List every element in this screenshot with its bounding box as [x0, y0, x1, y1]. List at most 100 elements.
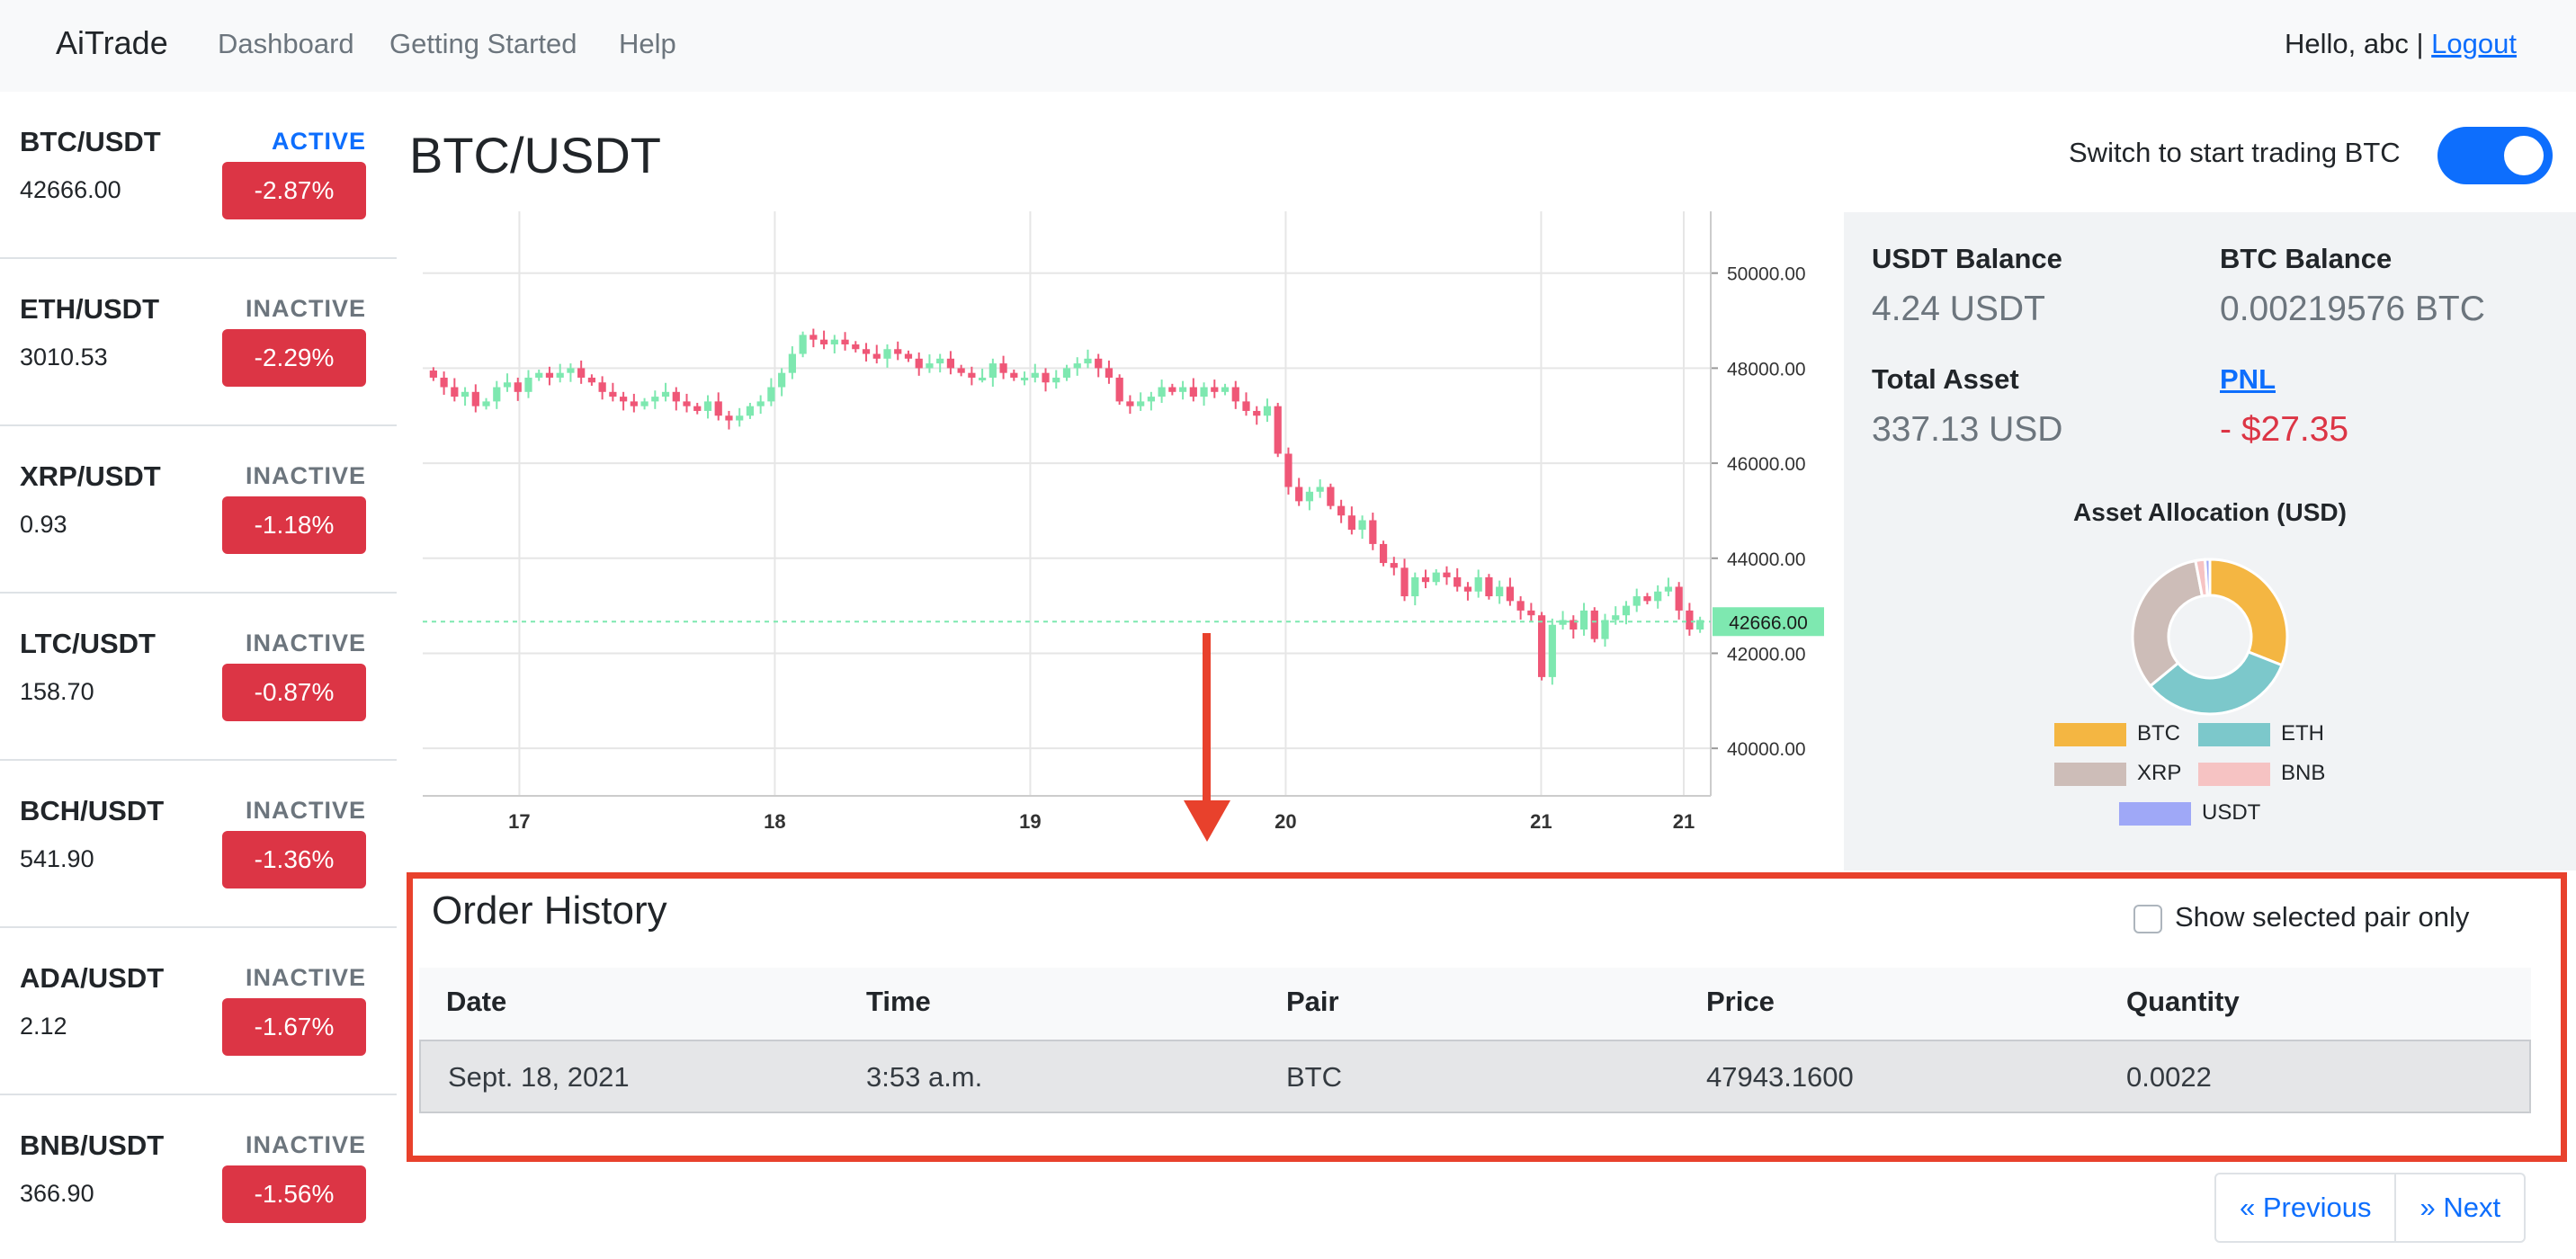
candle	[1358, 520, 1366, 531]
candle	[1337, 505, 1346, 516]
legend-xrp[interactable]: XRP	[2054, 761, 2181, 786]
pair-item-xrp[interactable]: XRP/USDT 0.93 INACTIVE -1.18%	[0, 426, 397, 594]
legend-btc[interactable]: BTC	[2054, 721, 2180, 746]
candle	[1601, 620, 1609, 639]
legend-swatch	[2198, 722, 2270, 746]
pair-status: ACTIVE	[271, 128, 366, 155]
pair-name: ADA/USDT	[20, 962, 165, 994]
candle	[1622, 605, 1631, 616]
x-tick-label: 20	[1275, 810, 1296, 833]
candle	[936, 358, 944, 364]
pair-status: INACTIVE	[245, 630, 366, 656]
pair-change-badge: -1.36%	[222, 831, 366, 888]
pair-item-ada[interactable]: ADA/USDT 2.12 INACTIVE -1.67%	[0, 928, 397, 1095]
allocation-donut-chart	[2131, 558, 2289, 716]
donut-slice-eth[interactable]	[2148, 649, 2284, 716]
candle	[1474, 576, 1482, 592]
pair-price: 42666.00	[20, 176, 121, 203]
donut-slice-btc[interactable]	[2208, 558, 2289, 667]
nav-help[interactable]: Help	[619, 28, 676, 59]
candle	[1168, 387, 1176, 392]
candle	[1178, 387, 1187, 392]
candlestick-chart-svg[interactable]: 50000.00 48000.00 46000.00 44000.00 42000.00…	[423, 211, 1826, 841]
candle	[767, 387, 775, 402]
pair-item-bnb[interactable]: BNB/USDT 366.90 INACTIVE -1.56%	[0, 1095, 397, 1259]
candle	[1537, 615, 1546, 677]
total-asset-value: 337.13 USD	[1872, 410, 2063, 449]
candle	[1506, 586, 1514, 602]
pair-change-badge: -1.67%	[222, 998, 366, 1056]
legend-label: USDT	[2202, 800, 2261, 825]
pagination: « Previous » Next	[2214, 1173, 2527, 1243]
brand-logo[interactable]: AiTrade	[56, 24, 168, 61]
candle	[1095, 358, 1103, 369]
price-chart[interactable]: 50000.00 48000.00 46000.00 44000.00 42000.00…	[423, 211, 1826, 841]
candle	[1084, 358, 1092, 364]
candle	[1042, 372, 1050, 383]
order-table-header: Date Time Pair Price Quantity	[419, 968, 2531, 1040]
next-page-button[interactable]: » Next	[2394, 1174, 2524, 1241]
table-row[interactable]: Sept. 18, 2021 3:53 a.m. BTC 47943.1600 …	[419, 1040, 2531, 1113]
greeting-text: Hello, abc |	[2285, 28, 2424, 59]
logout-link[interactable]: Logout	[2431, 28, 2517, 59]
legend-bnb[interactable]: BNB	[2198, 761, 2325, 786]
candle	[1295, 487, 1303, 502]
candle	[830, 339, 838, 344]
candle	[429, 371, 437, 378]
pair-item-btc[interactable]: BTC/USDT 42666.00 ACTIVE -2.87%	[0, 92, 397, 259]
candle	[968, 372, 976, 378]
candle	[1421, 576, 1430, 583]
trading-toggle-switch[interactable]	[2437, 127, 2553, 184]
cell-time: 3:53 a.m.	[866, 1061, 983, 1093]
candle	[587, 377, 596, 383]
candle	[852, 344, 860, 350]
legend-usdt[interactable]: USDT	[2119, 800, 2260, 826]
pair-name: ETH/USDT	[20, 293, 159, 325]
balance-panel: USDT Balance 4.24 USDT BTC Balance 0.002…	[1844, 212, 2576, 871]
nav-dashboard[interactable]: Dashboard	[218, 28, 354, 59]
candle	[1590, 610, 1598, 639]
candle	[1400, 567, 1409, 597]
candle	[1559, 620, 1567, 625]
filter-checkbox[interactable]	[2133, 904, 2162, 933]
x-tick-label: 19	[1019, 810, 1041, 833]
pair-change-badge: -1.18%	[222, 496, 366, 554]
donut-slice-usdt[interactable]	[2204, 558, 2212, 597]
candle	[1211, 387, 1219, 392]
candle	[577, 368, 586, 378]
candle	[1031, 372, 1039, 378]
candle	[714, 401, 722, 416]
annotation-arrow-icon	[1184, 800, 1230, 842]
pair-item-eth[interactable]: ETH/USDT 3010.53 INACTIVE -2.29%	[0, 259, 397, 426]
pair-item-ltc[interactable]: LTC/USDT 158.70 INACTIVE -0.87%	[0, 594, 397, 761]
candle	[841, 339, 849, 344]
legend-swatch	[2198, 762, 2270, 786]
selected-pair-filter[interactable]: Show selected pair only	[2133, 901, 2469, 933]
candle	[1316, 487, 1324, 492]
previous-page-button[interactable]: « Previous	[2240, 1192, 2372, 1223]
candle	[1390, 563, 1398, 568]
candle	[461, 391, 470, 397]
candle	[1147, 397, 1155, 402]
candle	[778, 372, 786, 388]
candle	[1073, 363, 1081, 369]
legend-eth[interactable]: ETH	[2198, 721, 2324, 746]
candle	[1570, 620, 1578, 630]
candle	[999, 363, 1007, 373]
donut-slice-xrp[interactable]	[2131, 558, 2205, 688]
usdt-balance-value: 4.24 USDT	[1872, 290, 2045, 328]
candle	[872, 353, 881, 359]
pnl-link[interactable]: PNL	[2220, 363, 2276, 395]
candle	[640, 401, 648, 406]
candle	[1305, 491, 1314, 502]
allocation-title: Asset Allocation (USD)	[2073, 498, 2347, 526]
candle	[883, 349, 891, 359]
pair-item-bch[interactable]: BCH/USDT 541.90 INACTIVE -1.36%	[0, 761, 397, 928]
x-tick-label: 21	[1673, 810, 1695, 833]
candle	[1137, 401, 1145, 406]
candle	[725, 415, 733, 421]
nav-getting-started[interactable]: Getting Started	[389, 28, 577, 59]
col-time: Time	[866, 986, 931, 1017]
pair-name: BNB/USDT	[20, 1130, 165, 1161]
pair-status: INACTIVE	[245, 462, 366, 489]
